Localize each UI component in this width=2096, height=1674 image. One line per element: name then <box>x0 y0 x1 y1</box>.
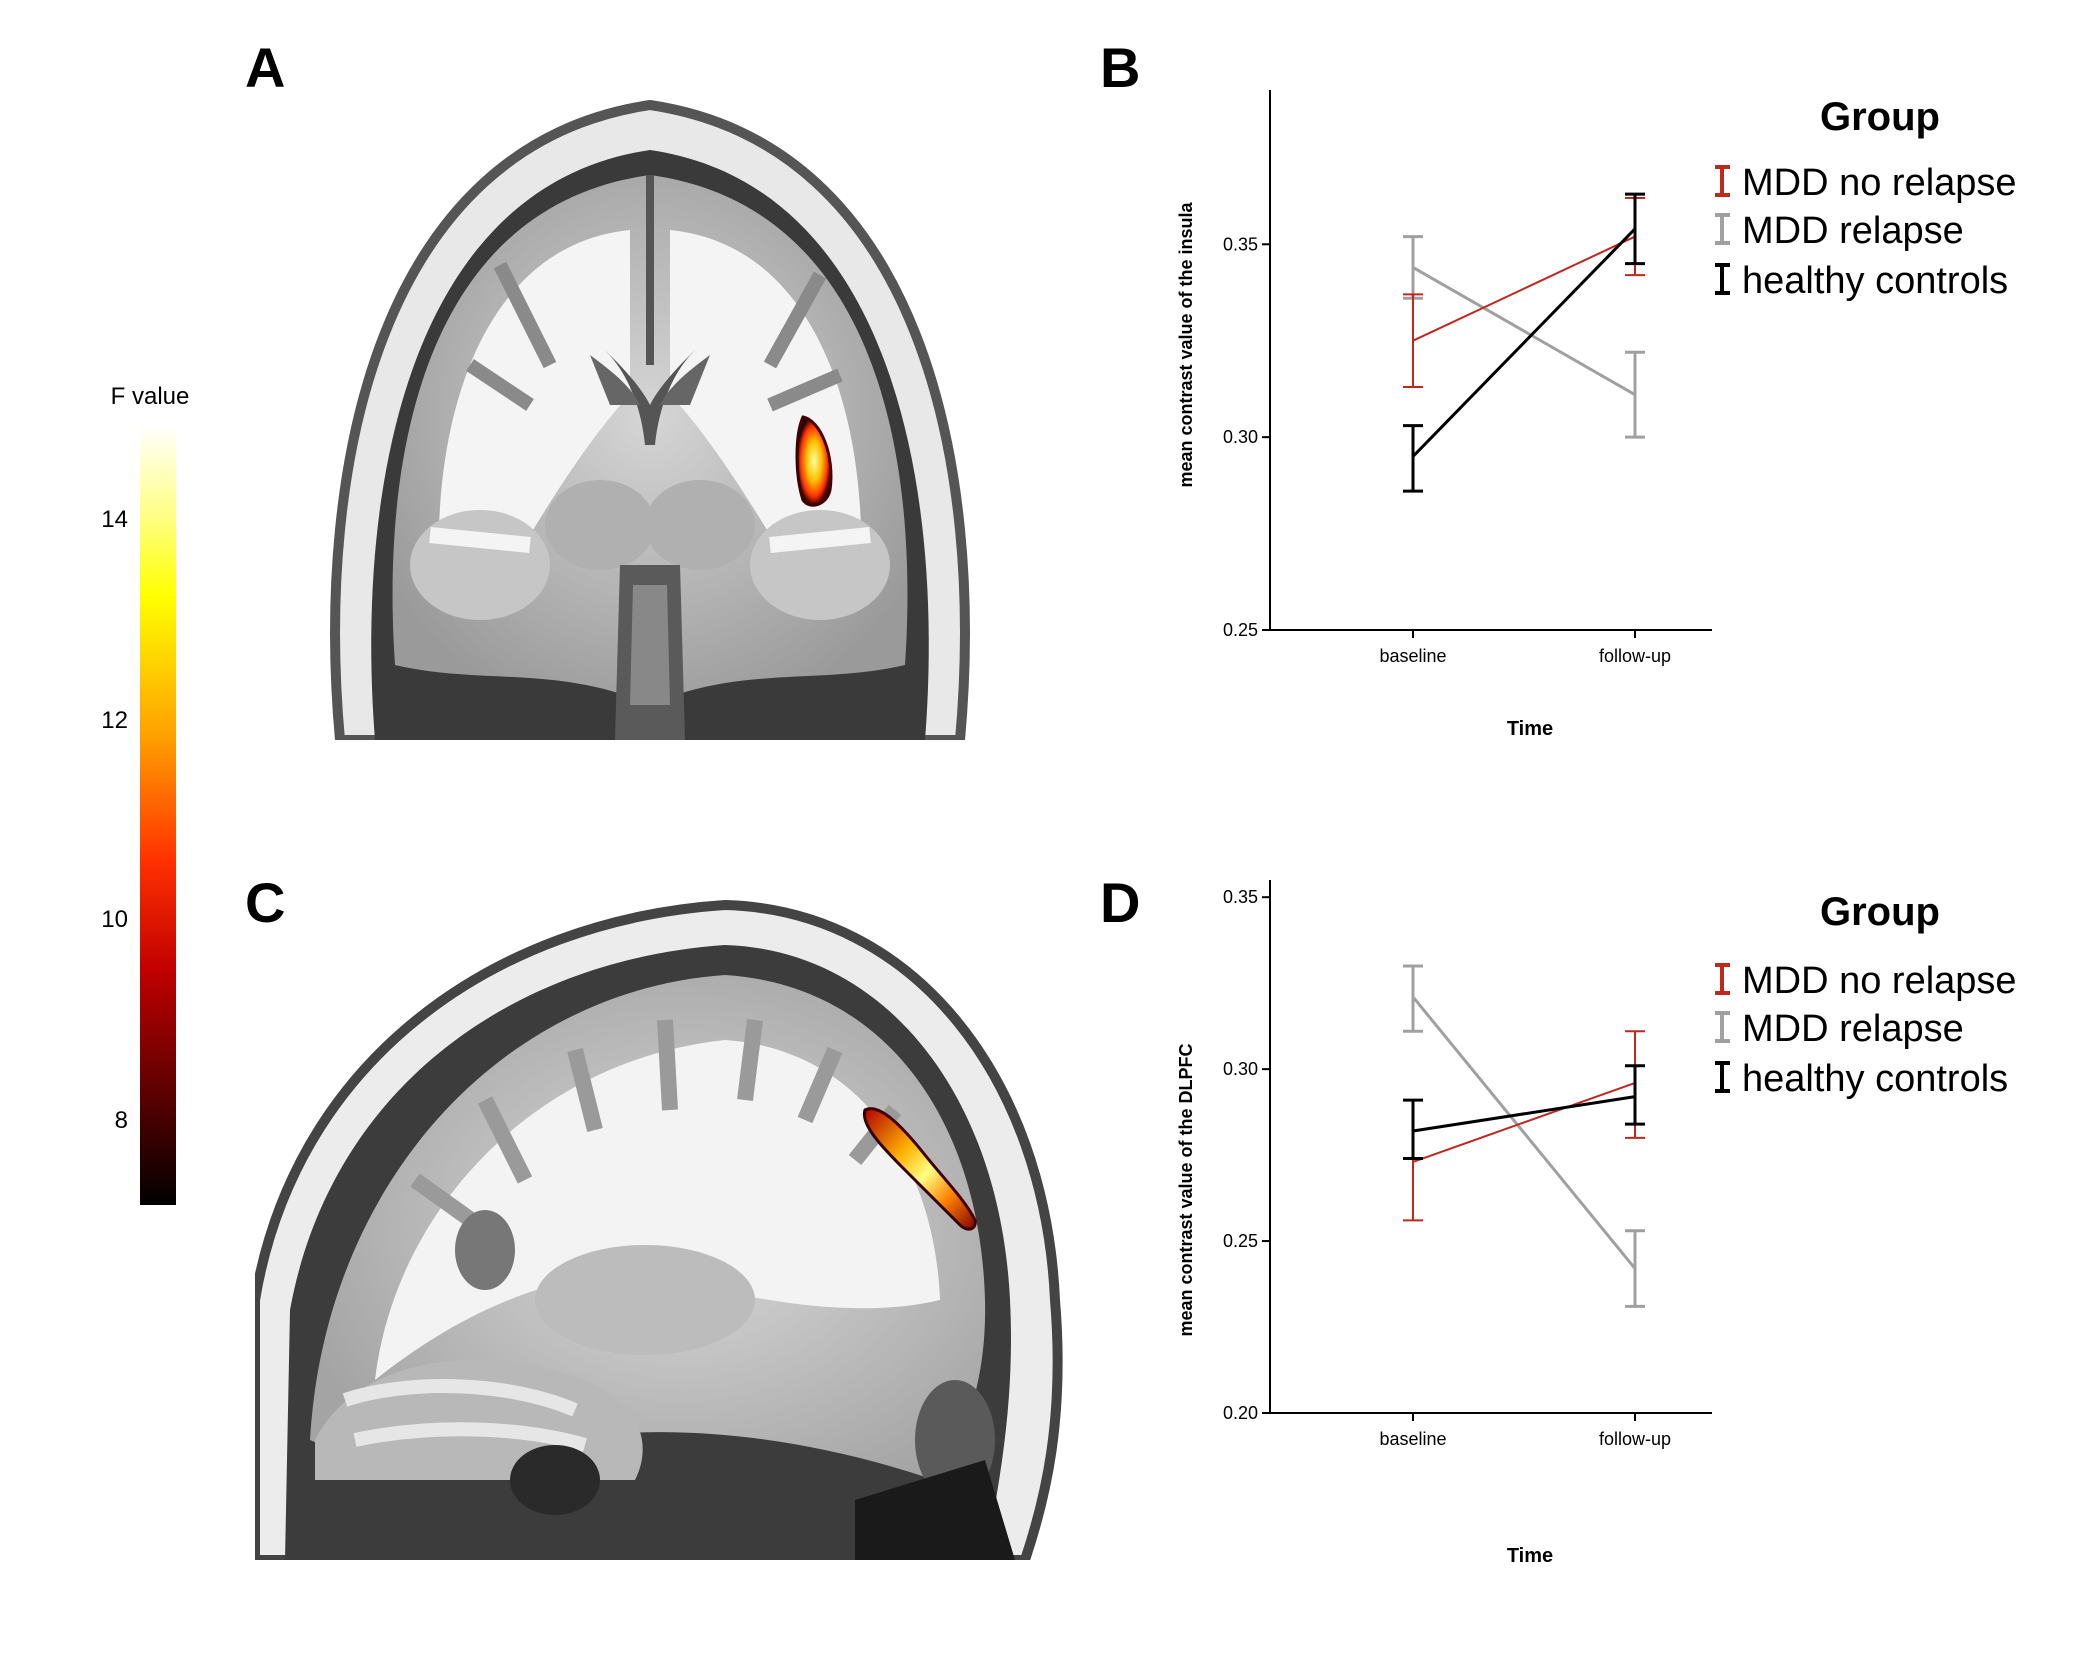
panel-label-a: A <box>245 36 286 99</box>
series-line <box>1412 1095 1636 1133</box>
x-axis-title: Time <box>1507 1545 1553 1567</box>
legend-label: healthy controls <box>1742 260 2008 302</box>
legend-errorbar-icon <box>1715 213 1730 245</box>
error-bar <box>1625 1229 1645 1308</box>
y-tick-label: 0.20 <box>1223 1403 1258 1423</box>
legend: Group MDD no relapse MDD relapse healthy… <box>1715 890 2017 1100</box>
series-line <box>1411 227 1637 458</box>
series-healthy-controls <box>1403 192 1645 493</box>
y-tick-label: 0.35 <box>1223 234 1258 254</box>
legend-errorbar-icon <box>1715 1011 1730 1043</box>
panel-label-b: B <box>1100 36 1141 99</box>
chart-b: mean contrast value of the insula Time G… <box>1170 55 2070 765</box>
y-tick-label: 0.30 <box>1223 1059 1258 1079</box>
series-line <box>1412 1081 1636 1163</box>
legend-item: MDD relapse <box>1715 210 1964 252</box>
legend-label: MDD no relapse <box>1742 960 2017 1002</box>
legend-label: MDD relapse <box>1742 210 1964 252</box>
y-tick-label: 0.25 <box>1223 1231 1258 1251</box>
legend-label: MDD no relapse <box>1742 162 2017 204</box>
colorbar-tick-label: 14 <box>101 506 128 533</box>
error-bar <box>1403 1098 1423 1161</box>
colorbar-gradient <box>140 425 176 1205</box>
plot-area: 0.20 0.25 0.30 0.35 baseline follow-up <box>1223 880 1712 1449</box>
legend-title: Group <box>1820 890 1940 934</box>
legend-item: MDD relapse <box>1715 1008 1964 1050</box>
x-tick-label: follow-up <box>1599 1429 1671 1449</box>
series-mdd-relapse <box>1403 235 1645 439</box>
colorbar-tick-label: 8 <box>115 1107 128 1134</box>
y-axis-title: mean contrast value of the DLPFC <box>1176 1043 1196 1336</box>
error-bar <box>1403 424 1423 493</box>
legend-item: healthy controls <box>1715 1058 2008 1100</box>
y-tick-label: 0.25 <box>1223 620 1258 640</box>
colorbar-title: F value <box>111 383 190 410</box>
y-axis-title: mean contrast value of the insula <box>1176 201 1196 487</box>
x-tick-label: follow-up <box>1599 646 1671 666</box>
error-bar <box>1625 1064 1645 1126</box>
panel-label-c: C <box>245 871 286 934</box>
error-bar <box>1625 192 1645 266</box>
legend: Group MDD no relapse MDD relapse healthy… <box>1715 95 2017 302</box>
colorbar: F value 14 12 10 8 <box>70 380 210 1210</box>
chart-d: mean contrast value of the DLPFC Time Gr… <box>1170 880 2070 1590</box>
colorbar-tick-label: 12 <box>101 707 128 734</box>
error-bar <box>1403 235 1423 300</box>
plot-area: 0.25 0.30 0.35 baseline follow-up <box>1223 90 1712 666</box>
x-tick-label: baseline <box>1379 1429 1446 1449</box>
legend-errorbar-icon <box>1715 263 1730 295</box>
legend-item: MDD no relapse <box>1715 162 2017 204</box>
sagittal-brain-slice-image <box>250 880 1075 1565</box>
series-healthy-controls <box>1403 1064 1645 1161</box>
legend-item: MDD no relapse <box>1715 960 2017 1002</box>
x-axis-title: Time <box>1507 718 1553 740</box>
coronal-brain-slice-image <box>300 65 1000 745</box>
legend-errorbar-icon <box>1715 165 1730 197</box>
series-mdd-no-relapse <box>1403 197 1645 388</box>
panel-label-d: D <box>1100 871 1141 934</box>
series-line <box>1412 266 1636 397</box>
series-line <box>1412 235 1636 342</box>
colorbar-tick-label: 10 <box>101 906 128 933</box>
series-mdd-relapse <box>1403 964 1645 1308</box>
legend-errorbar-icon <box>1715 1061 1730 1093</box>
legend-label: healthy controls <box>1742 1058 2008 1100</box>
y-tick-label: 0.30 <box>1223 427 1258 447</box>
series-line <box>1411 995 1637 1270</box>
x-tick-label: baseline <box>1379 646 1446 666</box>
legend-label: MDD relapse <box>1742 1008 1964 1050</box>
legend-errorbar-icon <box>1715 963 1730 995</box>
legend-title: Group <box>1820 95 1940 139</box>
legend-item: healthy controls <box>1715 260 2008 302</box>
y-tick-label: 0.35 <box>1223 887 1258 907</box>
